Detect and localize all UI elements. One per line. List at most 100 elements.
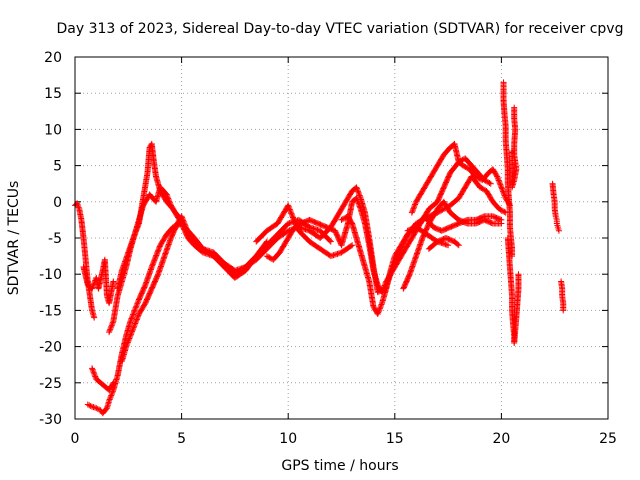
data-point — [132, 306, 139, 313]
data-point — [91, 370, 98, 377]
data-point — [357, 193, 364, 200]
data-point — [164, 192, 171, 199]
data-point — [488, 220, 495, 227]
data-point — [291, 224, 298, 231]
data-point — [555, 227, 562, 234]
data-point — [472, 173, 479, 180]
data-point — [131, 308, 138, 315]
data-point — [411, 202, 418, 209]
data-point — [90, 369, 97, 376]
data-point — [123, 342, 130, 349]
data-point — [163, 191, 170, 198]
data-point — [387, 271, 394, 278]
data-point — [356, 201, 363, 208]
data-point — [198, 245, 205, 252]
data-point — [326, 237, 333, 244]
data-point — [89, 284, 96, 291]
data-point — [327, 238, 334, 245]
data-point — [109, 320, 116, 327]
data-point — [355, 199, 362, 206]
data-point — [338, 216, 345, 223]
data-point — [182, 224, 189, 231]
data-point — [496, 178, 503, 185]
data-point — [356, 203, 363, 210]
data-point — [151, 256, 158, 263]
data-point — [133, 317, 140, 324]
data-point — [149, 261, 156, 268]
data-point — [355, 189, 362, 196]
data-point — [287, 209, 294, 216]
data-point — [180, 217, 187, 224]
data-point — [128, 330, 135, 337]
data-point — [134, 299, 141, 306]
data-point — [412, 200, 419, 207]
data-point — [408, 209, 415, 216]
data-point — [124, 339, 131, 346]
data-point — [155, 247, 162, 254]
data-point — [179, 214, 186, 221]
data-point — [133, 301, 140, 308]
y-tick-label: -30 — [39, 412, 62, 428]
data-point — [194, 242, 201, 249]
data-point — [149, 262, 156, 269]
data-point — [179, 215, 186, 222]
data-point — [90, 368, 97, 375]
data-point — [286, 206, 293, 213]
data-point — [354, 187, 361, 194]
data-point — [92, 373, 99, 380]
data-point — [184, 228, 191, 235]
data-point — [494, 174, 501, 181]
data-point — [486, 179, 493, 186]
data-point — [108, 322, 115, 329]
data-point — [285, 202, 292, 209]
data-point — [108, 392, 115, 399]
data-point — [180, 218, 187, 225]
data-point — [75, 204, 82, 211]
data-point — [106, 327, 113, 334]
data-point — [462, 164, 469, 171]
data-point — [389, 267, 396, 274]
data-point — [109, 389, 116, 396]
data-point — [480, 186, 487, 193]
data-point — [501, 208, 508, 215]
data-point — [460, 162, 467, 169]
data-point — [150, 260, 157, 267]
data-point — [494, 173, 501, 180]
data-point — [355, 188, 362, 195]
data-point — [166, 199, 173, 206]
data-point — [130, 310, 137, 317]
data-point — [375, 308, 382, 315]
data-point — [496, 206, 503, 213]
data-point — [288, 210, 295, 217]
data-point — [378, 301, 385, 308]
data-point — [123, 343, 130, 350]
data-point — [498, 207, 505, 214]
data-point — [487, 180, 494, 187]
data-point — [93, 405, 100, 412]
data-point — [107, 325, 114, 332]
data-point — [166, 198, 173, 205]
data-point — [509, 148, 516, 155]
data-point — [560, 307, 567, 314]
data-point — [463, 164, 470, 171]
data-point — [375, 309, 382, 316]
data-point — [130, 311, 137, 318]
y-tick-label: -15 — [39, 303, 62, 319]
data-point — [377, 304, 384, 311]
data-point — [480, 213, 487, 220]
data-point — [132, 304, 139, 311]
data-point — [186, 232, 193, 239]
data-point — [497, 181, 504, 188]
x-tick-label: 10 — [279, 431, 297, 447]
data-point — [409, 206, 416, 213]
data-point — [126, 334, 133, 341]
data-point — [498, 185, 505, 192]
data-point — [91, 372, 98, 379]
y-tick-label: 15 — [44, 86, 62, 102]
data-point — [127, 318, 134, 325]
data-point — [495, 176, 502, 183]
data-point — [128, 315, 135, 322]
data-point — [183, 225, 190, 232]
data-point — [106, 396, 113, 403]
x-tick-label: 15 — [386, 431, 404, 447]
